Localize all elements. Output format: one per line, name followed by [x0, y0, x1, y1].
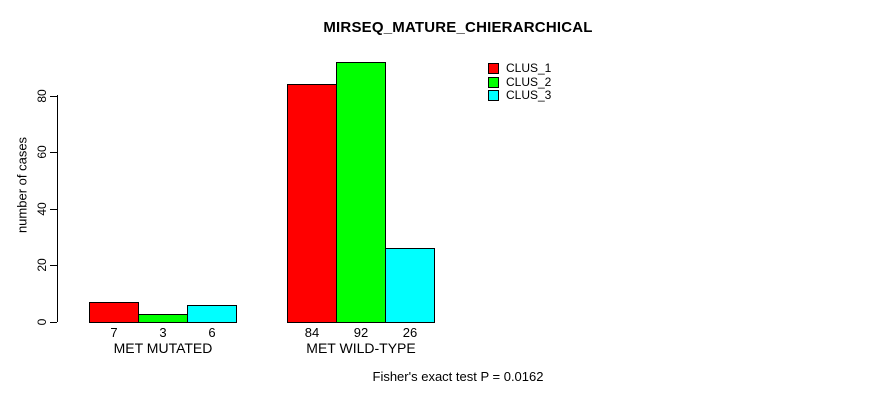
- category-label: MET MUTATED: [113, 340, 213, 356]
- bar-clus_1: [287, 84, 337, 323]
- y-axis-tick-label: 80: [35, 89, 49, 103]
- y-axis-tick: [50, 152, 57, 153]
- bar-value-label: 3: [159, 325, 167, 340]
- y-axis-tick: [50, 322, 57, 323]
- y-axis-tick: [50, 96, 57, 97]
- bar-clus_3: [187, 305, 237, 323]
- legend-color-swatch: [488, 76, 499, 88]
- footnote-text: Fisher's exact test P = 0.0162: [372, 369, 544, 384]
- legend-item-label: CLUS_1: [506, 61, 552, 75]
- bar-value-label: 6: [208, 325, 216, 340]
- legend-item-label: CLUS_3: [506, 88, 552, 102]
- bar-value-label: 92: [353, 325, 369, 340]
- y-axis-tick-label: 40: [35, 202, 49, 216]
- category-label: MET WILD-TYPE: [306, 340, 416, 356]
- bar-clus_3: [385, 248, 435, 323]
- y-axis-tick: [50, 265, 57, 266]
- y-axis-tick: [50, 209, 57, 210]
- y-axis-line: [57, 95, 58, 322]
- legend-item: CLUS_2: [488, 76, 551, 88]
- bar-value-label: 26: [402, 325, 418, 340]
- bar-clus_2: [336, 62, 386, 323]
- bar-clus_1: [89, 302, 139, 323]
- y-axis-tick-label: 20: [35, 258, 49, 272]
- legend-item: CLUS_1: [488, 62, 551, 74]
- chart-title: MIRSEQ_MATURE_CHIERARCHICAL: [323, 19, 593, 36]
- legend-item: CLUS_3: [488, 89, 551, 101]
- y-axis-label: number of cases: [14, 136, 30, 234]
- legend-item-label: CLUS_2: [506, 75, 552, 89]
- bar-value-label: 7: [110, 325, 118, 340]
- legend-color-swatch: [488, 89, 499, 101]
- y-axis-tick-label: 0: [35, 318, 49, 326]
- bar-clus_2: [138, 314, 188, 323]
- y-axis-tick-label: 60: [35, 145, 49, 159]
- bar-value-label: 84: [304, 325, 320, 340]
- legend-color-swatch: [488, 62, 499, 74]
